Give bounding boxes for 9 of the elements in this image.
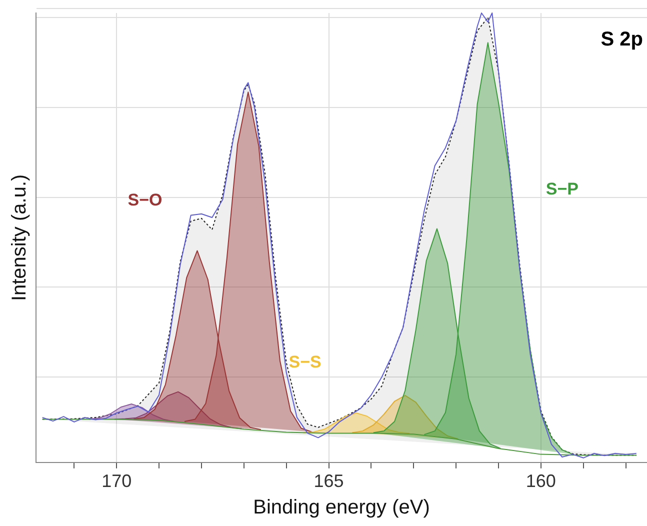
text: S−O: [128, 190, 162, 210]
y-axis-title: Intensity (a.u.): [8, 174, 31, 302]
text: S 2p: [600, 28, 643, 51]
x-tick-label: 170: [102, 471, 132, 492]
text: S−S: [288, 352, 322, 372]
x-tick-label: 165: [314, 471, 344, 492]
x-axis-title: Binding energy (eV): [253, 496, 430, 519]
x-tick-label: 160: [526, 471, 556, 492]
series-label: S−P: [546, 179, 578, 198]
